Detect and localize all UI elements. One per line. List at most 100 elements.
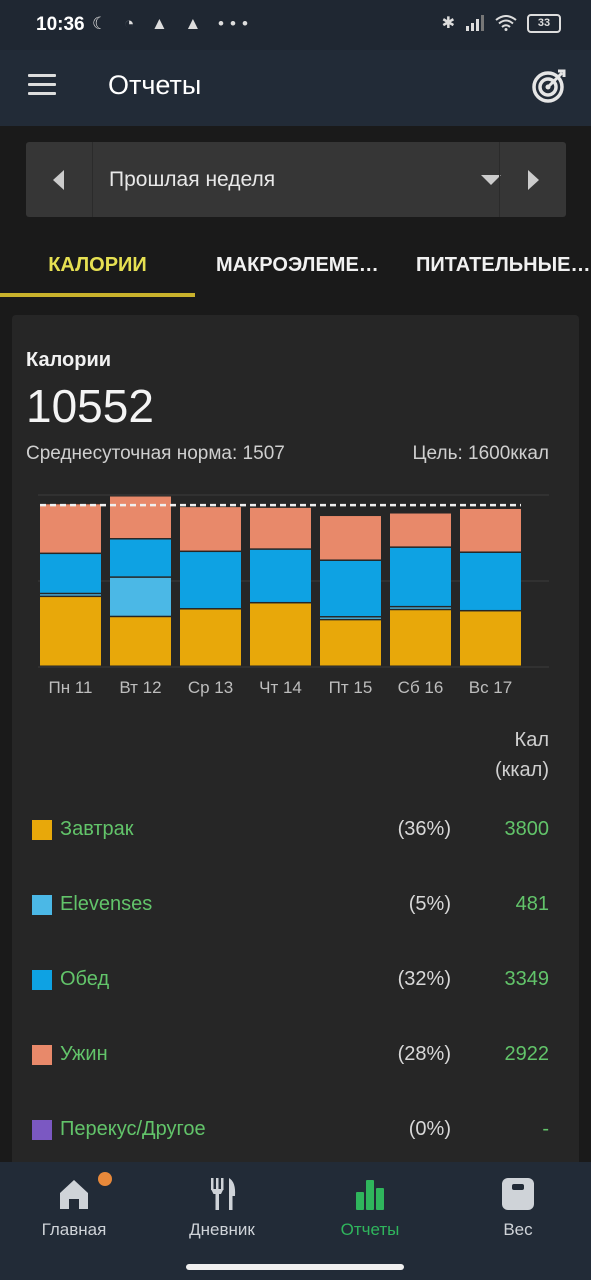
elevenses-swatch [32,895,52,915]
scale-icon [502,1178,534,1210]
menu-icon[interactable] [28,74,56,98]
chart-bar-segment [320,620,381,666]
goal-target-icon[interactable] [531,68,567,104]
snack-swatch [32,1120,52,1140]
calories-column-header: Кал (ккал) [495,725,549,785]
chart-bar-segment [320,560,381,617]
card-title: Калории [26,349,112,371]
chart-bar-segment [110,617,171,666]
chart-bar-segment [390,513,451,547]
signal-icon [466,15,484,31]
chart-bar-segment [40,504,101,553]
legend-row-dinner[interactable]: Ужин (28%) 2922 [12,1035,579,1075]
status-bar: 10:36 ☾ ◔ ▲ ▲ ••• ✱ 33 [0,0,591,50]
wifi-icon [495,15,517,31]
nav-home[interactable]: Главная [0,1162,148,1262]
bar-chart-icon [356,1180,384,1210]
status-notification-icons: ☾ ◔ ▲ ▲ ••• [92,14,254,33]
chart-bar-segment [460,508,521,552]
chart-bar-segment [110,496,171,539]
tab-macros[interactable]: Макроэлеме… [216,253,379,276]
legend-name: Ужин [60,1043,108,1065]
bluetooth-icon: ✱ [441,15,455,32]
nav-label: Вес [503,1220,533,1239]
chart-x-tick-label: Ср 13 [188,678,233,697]
legend-name: Обед [60,968,110,990]
active-tab-indicator [0,293,195,297]
chart-x-tick-label: Чт 14 [259,678,302,697]
period-label: Прошлая неделя [109,168,276,191]
home-icon [60,1180,88,1209]
legend-percent: (0%) [408,1118,451,1140]
fork-knife-icon [211,1178,236,1210]
breakfast-swatch [32,820,52,840]
chart-x-tick-label: Сб 16 [398,678,444,697]
previous-period-button[interactable] [26,142,92,217]
daily-average: Среднесуточная норма: 1507 [26,443,285,464]
legend-percent: (32%) [397,968,451,990]
legend-percent: (5%) [408,893,451,915]
app-bar: Отчеты [0,50,591,126]
chart-x-tick-label: Вс 17 [469,678,512,697]
nav-reports[interactable]: Отчеты [296,1162,444,1262]
chart-bar-segment [320,516,381,560]
legend-value: 3800 [504,818,550,840]
legend-percent: (28%) [397,1043,451,1065]
legend-row-snack[interactable]: Перекус/Другое (0%) - [12,1110,579,1150]
tab-nutrients[interactable]: Питательные… [416,253,591,276]
calories-column-header-line1: Кал [514,729,549,751]
calorie-goal: Цель: 1600ккал [412,443,550,464]
nav-label: Отчеты [340,1220,400,1239]
chart-bar-segment [320,617,381,619]
legend-percent: (36%) [397,818,451,840]
calories-stacked-bar-chart: Пн 11 Вт 12 Ср 13 Чт 14 Пт 15 Сб 16 Вс 17 [38,494,549,697]
chart-bar-segment [390,610,451,666]
battery-icon: 33 [527,13,561,33]
notification-dot [98,1172,112,1186]
chart-x-tick-label: Пн 11 [49,678,93,697]
chart-bar-segment [390,607,451,609]
chart-bar-segment [250,507,311,549]
legend-name: Завтрак [60,818,134,840]
page-title: Отчеты [108,70,202,100]
chart-bar-segment [40,554,101,593]
chart-x-tick-label: Вт 12 [119,678,161,697]
chart-x-tick-label: Пт 15 [329,678,373,697]
calories-card: Калории 10552 Среднесуточная норма: 1507… [12,315,579,1175]
legend-name: Перекус/Другое [60,1118,206,1140]
legend-row-breakfast[interactable]: Завтрак (36%) 3800 [12,810,579,850]
legend-name: Elevenses [60,893,153,915]
next-period-button[interactable] [499,142,566,217]
legend-value: 2922 [504,1043,550,1065]
nav-label: Дневник [189,1220,255,1239]
legend-value: - [542,1118,549,1140]
nav-diary[interactable]: Дневник [148,1162,296,1262]
chart-bar-segment [250,549,311,602]
dropdown-caret-icon [481,175,501,185]
chart-bar-segment [180,609,241,666]
period-dropdown[interactable]: Прошлая неделя [92,142,501,217]
chart-bar-segment [40,594,101,596]
legend-value: 3349 [504,968,550,990]
legend-row-lunch[interactable]: Обед (32%) 3349 [12,960,579,1000]
nav-weight[interactable]: Вес [444,1162,591,1262]
legend-row-elevenses[interactable]: Elevenses (5%) 481 [12,885,579,925]
chart-bar-segment [460,552,521,610]
period-selector: Прошлая неделя [26,142,566,217]
chart-bar-segment [110,539,171,577]
chart-bar-segment [180,552,241,609]
chart-bar-segment [390,547,451,606]
status-time: 10:36 [36,14,85,35]
nav-label: Главная [41,1220,107,1239]
tab-calories[interactable]: Калории [48,253,147,276]
chart-bar-segment [40,597,101,666]
chart-bar-segment [250,603,311,666]
bottom-navigation: Главная Дневник Отчеты Вес [0,1162,591,1280]
gesture-bar [186,1264,404,1270]
report-tabs: Калории Макроэлеме… Питательные… [0,232,591,298]
dinner-swatch [32,1045,52,1065]
chart-bar-segment [460,611,521,666]
calories-total: 10552 [26,380,154,432]
lunch-swatch [32,970,52,990]
status-system-icons: ✱ 33 [442,13,561,33]
